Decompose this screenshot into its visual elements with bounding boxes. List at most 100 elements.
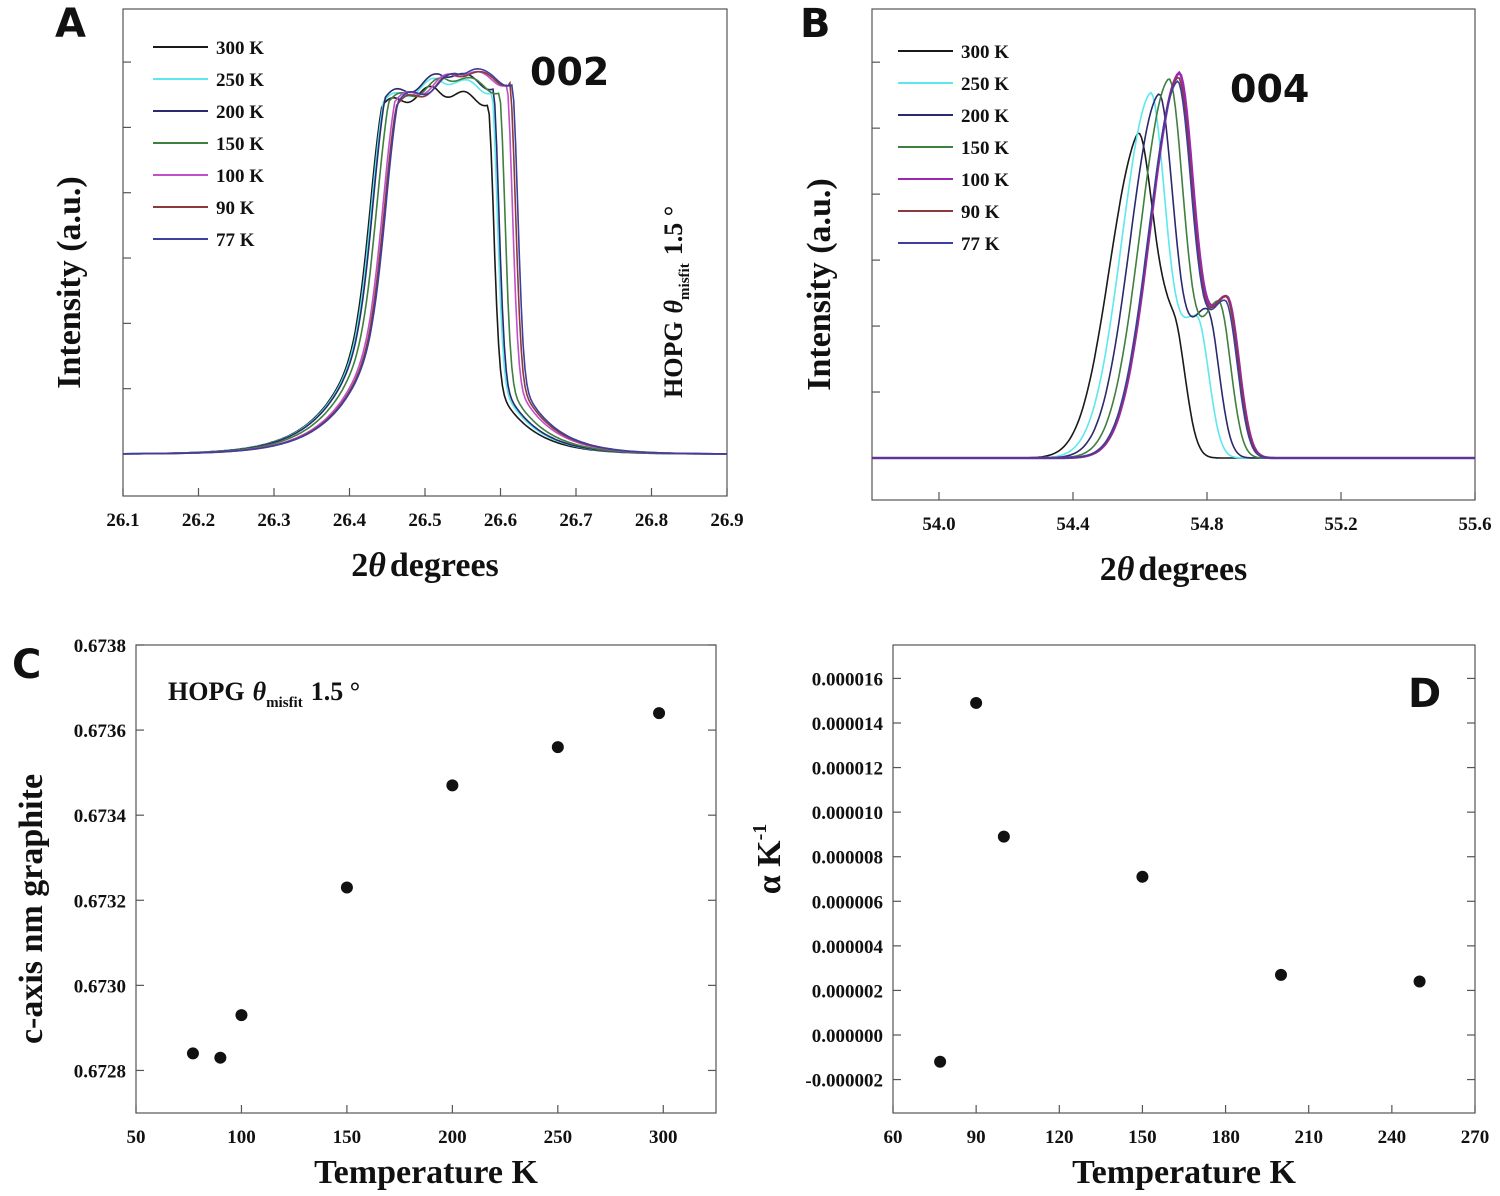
x-tick-label: 250 bbox=[544, 1127, 573, 1148]
data-point bbox=[214, 1051, 227, 1064]
sample-sub: misfit bbox=[677, 263, 693, 300]
y-tick-label: 0.6738 bbox=[74, 636, 126, 657]
data-point bbox=[997, 830, 1010, 843]
x-tick-label: 26.2 bbox=[182, 510, 215, 531]
x-tick-label: 26.1 bbox=[106, 510, 139, 531]
x-axis-label: Temperature K bbox=[1072, 1154, 1296, 1191]
x-tick-label: 26.8 bbox=[635, 510, 668, 531]
y-tick-label: 0.6734 bbox=[74, 806, 127, 827]
y-label-main: α K bbox=[751, 840, 788, 894]
x-tick-label: 100 bbox=[227, 1127, 256, 1148]
y-tick-label: 0.000000 bbox=[812, 1026, 883, 1047]
x-tick-label: 180 bbox=[1211, 1127, 1240, 1148]
y-axis-label: c-axis nm graphite bbox=[13, 774, 50, 1044]
x-tick-label: 26.6 bbox=[484, 510, 517, 531]
x-tick-label: 54.8 bbox=[1190, 514, 1223, 535]
x-tick-label: 210 bbox=[1294, 1127, 1323, 1148]
series-line-250k bbox=[123, 77, 727, 455]
legend-label: 100 K bbox=[961, 170, 1009, 191]
reflection-label: 004 bbox=[1230, 67, 1309, 111]
legend-label: 90 K bbox=[961, 202, 1000, 223]
data-point bbox=[1413, 975, 1426, 988]
x-tick-label: 26.9 bbox=[710, 510, 743, 531]
y-tick-label: 0.000006 bbox=[812, 892, 883, 913]
panel-b: 54.0 54.4 54.8 55.2 55.6 300 K 250 K 200 K 150 K… bbox=[800, 1, 1492, 588]
data-point bbox=[186, 1047, 199, 1060]
x-tick-label: 200 bbox=[438, 1127, 467, 1148]
legend-label: 250 K bbox=[961, 74, 1009, 95]
y-axis-label: Intensity (a.u.) bbox=[51, 176, 88, 389]
x-axis-label: Temperature K bbox=[314, 1154, 538, 1191]
x-label-prefix: 2 bbox=[351, 547, 368, 584]
y-tick-label: 0.000010 bbox=[812, 803, 883, 824]
data-point bbox=[235, 1009, 248, 1022]
sample-theta: θ bbox=[659, 299, 688, 313]
y-tick-label: 0.000012 bbox=[812, 759, 883, 780]
x-tick-label: 26.5 bbox=[408, 510, 441, 531]
x-tick-label: 55.6 bbox=[1458, 514, 1491, 535]
x-tick-label: 26.3 bbox=[257, 510, 290, 531]
x-tick-label: 150 bbox=[333, 1127, 362, 1148]
data-point bbox=[340, 881, 353, 894]
panel-b-frame bbox=[871, 8, 1476, 501]
legend-label: 150 K bbox=[961, 138, 1009, 159]
data-point bbox=[653, 707, 666, 720]
panel-letter: A bbox=[55, 1, 86, 47]
x-tick-label: 240 bbox=[1378, 1127, 1407, 1148]
legend-label: 300 K bbox=[961, 42, 1009, 63]
legend-label: 200 K bbox=[216, 102, 264, 123]
series-line-77k bbox=[872, 80, 1475, 459]
panel-letter: B bbox=[800, 1, 831, 47]
panel-c-frame bbox=[135, 644, 717, 1114]
legend-label: 77 K bbox=[216, 230, 255, 251]
data-point bbox=[934, 1055, 947, 1068]
y-axis-label: Intensity (a.u.) bbox=[801, 178, 838, 391]
y-tick-label: 0.000014 bbox=[812, 714, 884, 735]
series-line-150k bbox=[872, 78, 1475, 459]
y-label-sup: -1 bbox=[749, 824, 771, 841]
y-tick-label: 0.6728 bbox=[74, 1061, 126, 1082]
y-tick-label: 0.000002 bbox=[812, 981, 883, 1002]
y-tick-label: -0.000002 bbox=[805, 1071, 883, 1092]
panel-letter: D bbox=[1408, 671, 1441, 717]
data-point bbox=[446, 779, 459, 792]
x-label-rest: degrees bbox=[1138, 551, 1247, 588]
panel-a-frame bbox=[122, 8, 728, 497]
y-axis-label: α K-1 bbox=[749, 824, 788, 895]
x-tick-label: 270 bbox=[1461, 1127, 1490, 1148]
x-tick-label: 60 bbox=[884, 1127, 903, 1148]
series-line-200k bbox=[123, 72, 727, 455]
sample-value: 1.5 ° bbox=[311, 677, 360, 706]
data-point bbox=[1275, 968, 1287, 981]
data-point bbox=[1136, 870, 1149, 883]
x-tick-label: 54.4 bbox=[1056, 514, 1090, 535]
x-tick-label: 90 bbox=[967, 1127, 986, 1148]
x-tick-label: 55.2 bbox=[1324, 514, 1357, 535]
x-tick-label: 150 bbox=[1128, 1127, 1157, 1148]
panel-a: 26.1 26.2 26.3 26.4 26.5 26.6 26.7 26.8 26.9 300 … bbox=[51, 1, 744, 584]
x-tick-label: 26.4 bbox=[333, 510, 367, 531]
sample-theta: θ bbox=[253, 677, 267, 706]
panel-d: 60 90 120 150 180 210 240 270 -0.000002 0.000000 0… bbox=[749, 644, 1490, 1191]
legend-label: 90 K bbox=[216, 198, 255, 219]
series-line-77k bbox=[123, 67, 727, 455]
series-line-100k bbox=[123, 70, 727, 455]
series-line-150k bbox=[123, 76, 727, 455]
x-tick-label: 300 bbox=[649, 1127, 678, 1148]
legend-label: 150 K bbox=[216, 134, 264, 155]
sample-sub: misfit bbox=[266, 695, 303, 711]
x-axis-label: 2θ degrees bbox=[1100, 551, 1248, 588]
x-axis-label: 2θ degrees bbox=[351, 547, 499, 584]
x-label-rest: degrees bbox=[390, 547, 499, 584]
legend-label: 200 K bbox=[961, 106, 1009, 127]
sample-label: HOPG θmisfit 1.5 ° bbox=[168, 677, 360, 711]
y-tick-label: 0.000008 bbox=[812, 848, 883, 869]
x-tick-label: 26.7 bbox=[559, 510, 593, 531]
sample-value: 1.5 ° bbox=[659, 206, 688, 255]
series-line-300k bbox=[123, 85, 727, 455]
series-line-100k bbox=[872, 70, 1475, 460]
y-tick-label: 0.6732 bbox=[74, 891, 126, 912]
x-label-theta: θ bbox=[1117, 551, 1135, 588]
legend-label: 300 K bbox=[216, 38, 264, 59]
